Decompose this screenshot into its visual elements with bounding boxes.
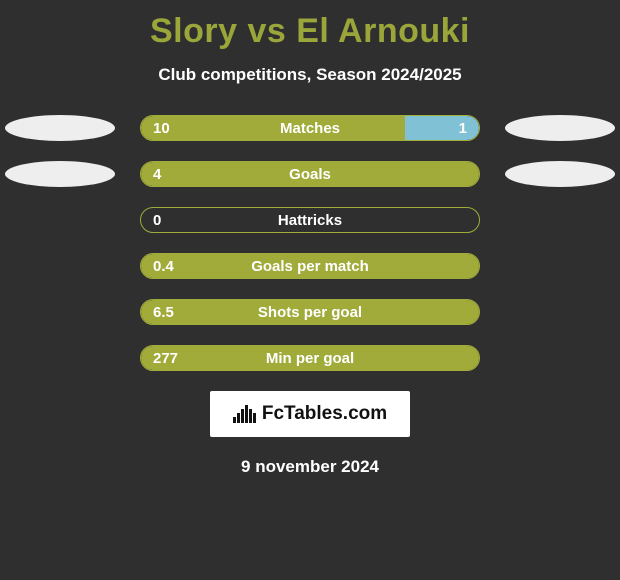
stat-bar: 0.4Goals per match: [140, 253, 480, 279]
stat-bar: 0Hattricks: [140, 207, 480, 233]
player-right-ellipse: [505, 115, 615, 141]
player-left-ellipse: [5, 115, 115, 141]
subtitle: Club competitions, Season 2024/2025: [0, 65, 620, 85]
player-left-ellipse: [5, 161, 115, 187]
stat-label: Shots per goal: [141, 304, 479, 321]
date-line: 9 november 2024: [0, 457, 620, 477]
logo-text: FcTables.com: [262, 403, 387, 425]
stat-bar: 101Matches: [140, 115, 480, 141]
stat-row: 0Hattricks: [0, 207, 620, 233]
stat-row: 0.4Goals per match: [0, 253, 620, 279]
stat-bar: 6.5Shots per goal: [140, 299, 480, 325]
stats-rows: 101Matches 4Goals 0Hattricks 0.4Goals per m…: [0, 115, 620, 371]
stat-label: Goals per match: [141, 258, 479, 275]
logo: FcTables.com: [233, 403, 387, 425]
stat-row: 101Matches: [0, 115, 620, 141]
page-title: Slory vs El Arnouki: [0, 0, 620, 51]
stat-row: 4Goals: [0, 161, 620, 187]
barchart-icon: [233, 405, 256, 423]
player-right-ellipse: [505, 161, 615, 187]
stat-bar: 4Goals: [140, 161, 480, 187]
logo-box: FcTables.com: [210, 391, 410, 437]
stat-label: Matches: [141, 120, 479, 137]
stat-label: Goals: [141, 166, 479, 183]
stat-row: 277Min per goal: [0, 345, 620, 371]
stat-label: Min per goal: [141, 350, 479, 367]
stat-label: Hattricks: [141, 212, 479, 229]
stat-bar: 277Min per goal: [140, 345, 480, 371]
stat-row: 6.5Shots per goal: [0, 299, 620, 325]
